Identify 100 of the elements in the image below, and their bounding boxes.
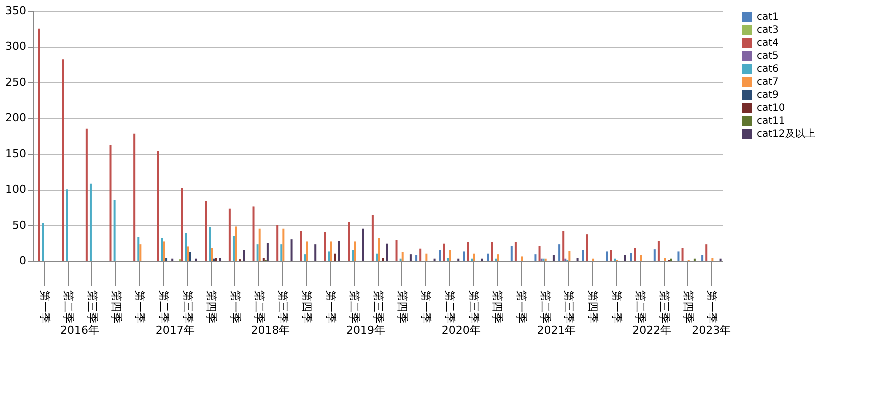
bar	[328, 252, 330, 261]
bar	[205, 201, 208, 261]
x-tick-label: 第四季	[682, 290, 695, 324]
x-tick-label: 第二季	[157, 290, 170, 324]
legend-label: cat1	[757, 12, 779, 23]
bar	[630, 253, 632, 261]
x-tick-label: 第三季	[86, 290, 99, 324]
bar	[300, 231, 302, 261]
y-tick-label: 0	[20, 254, 26, 268]
legend-label: cat3	[757, 25, 779, 36]
bar	[330, 242, 332, 261]
text: 2023年	[692, 324, 732, 337]
x-tick-label: 第二季	[252, 290, 266, 324]
x-tick-label: 第四季	[110, 290, 123, 324]
legend-label: cat4	[757, 38, 779, 49]
x-tick-label: 第一季	[38, 290, 52, 324]
x-tick-label: 第四季	[491, 290, 504, 324]
text: 2020年	[442, 324, 481, 337]
bar	[304, 254, 306, 261]
bar	[376, 254, 378, 261]
bar	[140, 244, 142, 261]
bar	[314, 244, 317, 261]
bar	[624, 255, 626, 261]
legend-label: cat7	[757, 77, 779, 88]
x-tick-label: 第一季	[610, 290, 624, 324]
bar	[382, 258, 384, 261]
bar	[219, 258, 222, 261]
bar	[90, 184, 92, 261]
bar	[497, 254, 500, 261]
x-tick-label: 第三季	[276, 290, 290, 324]
bar	[110, 145, 112, 261]
x-tick-label: 第四季	[586, 290, 600, 324]
x-tick-label: 第四季	[205, 290, 218, 324]
x-tick-label: 第三季	[181, 290, 194, 324]
bar	[256, 244, 259, 261]
bar	[232, 236, 235, 261]
bar	[290, 240, 293, 261]
bar	[235, 226, 238, 261]
x-tick-label: 第四季	[396, 290, 409, 324]
bar	[610, 250, 612, 261]
bar	[185, 233, 188, 261]
bar	[187, 246, 190, 261]
bar	[266, 243, 269, 261]
bar	[562, 231, 565, 261]
bar	[443, 244, 446, 261]
x-tick-label: 第一季	[324, 290, 338, 324]
bar	[634, 248, 636, 261]
bar	[467, 242, 470, 261]
bar	[354, 242, 356, 261]
x-tick-label: 第四季	[300, 290, 314, 324]
bar	[228, 208, 231, 261]
y-tick-label: 350	[6, 4, 26, 18]
bar	[658, 241, 660, 261]
bar	[258, 228, 261, 261]
bar	[362, 228, 364, 261]
x-tick-label: 第一季	[420, 290, 433, 324]
bar	[463, 252, 466, 261]
bar	[324, 232, 326, 261]
bar	[38, 28, 40, 261]
y-tick-label: 100	[6, 183, 26, 196]
text: 2017年	[156, 324, 195, 337]
text: 2016年	[60, 324, 100, 337]
y-tick-label: 300	[6, 40, 26, 54]
x-tick-label: 第二季	[538, 290, 552, 324]
bar	[348, 222, 350, 261]
legend-label: cat9	[757, 90, 779, 101]
bar	[534, 254, 537, 261]
bar	[157, 151, 160, 261]
bar	[352, 250, 354, 261]
text: 2021年	[537, 324, 576, 337]
x-tick-label: 第二季	[62, 290, 76, 324]
bar	[243, 250, 246, 261]
bar	[416, 255, 418, 261]
bar	[280, 244, 283, 261]
bar	[450, 250, 452, 261]
bar	[189, 252, 192, 261]
bar	[276, 225, 279, 261]
bar	[538, 246, 541, 261]
y-tick-label: 150	[6, 147, 26, 160]
bar	[164, 242, 166, 261]
bar	[706, 244, 708, 261]
x-tick-label: 第三季	[658, 290, 672, 324]
x-tick-label: 第二季	[634, 290, 648, 324]
bar	[42, 223, 44, 261]
legend-label: cat12及以上	[757, 128, 816, 140]
bar	[211, 248, 214, 261]
bar	[682, 248, 684, 261]
bar	[378, 238, 380, 261]
bar	[487, 254, 490, 261]
bar	[181, 188, 184, 261]
bar	[473, 254, 476, 261]
bar	[491, 242, 494, 261]
bar	[420, 248, 422, 261]
bar	[114, 200, 116, 261]
bar	[712, 258, 714, 261]
bar	[426, 254, 428, 261]
legend-label: cat11	[757, 116, 786, 127]
bar	[568, 251, 571, 261]
y-tick-label: 250	[6, 76, 26, 89]
text: 2022年	[632, 324, 672, 337]
